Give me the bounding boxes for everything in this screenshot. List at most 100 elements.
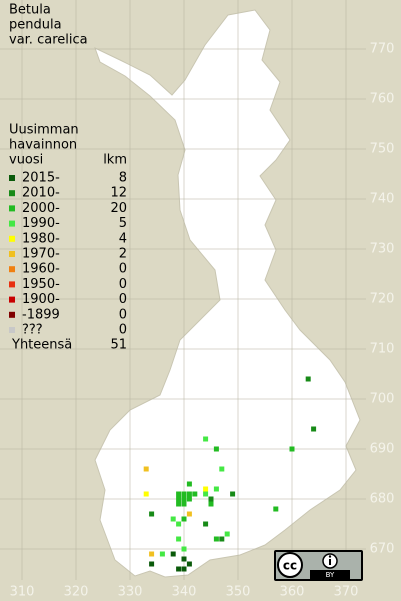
observation-square (149, 551, 155, 557)
x-tick-label: 320 (64, 585, 89, 600)
legend-count: 20 (110, 201, 127, 216)
title-line: Betula (9, 3, 51, 18)
observation-square (186, 481, 192, 487)
legend-swatch (9, 190, 15, 197)
legend-label: 1900- (22, 292, 60, 307)
observation-square (186, 561, 192, 567)
legend-count: 8 (119, 171, 127, 186)
observation-square (186, 496, 192, 502)
observation-square (311, 426, 317, 432)
legend-header: Uusimman (9, 123, 79, 138)
observation-square (170, 551, 176, 557)
legend-count: 0 (119, 307, 127, 322)
x-tick-label: 360 (280, 585, 305, 600)
observation-square (208, 501, 214, 507)
legend-header: vuosi (9, 153, 43, 168)
legend-swatch (9, 235, 15, 242)
observation-square (213, 446, 219, 452)
observation-square (219, 536, 225, 542)
legend-swatch (9, 311, 15, 318)
y-tick-label: 710 (370, 342, 395, 357)
observation-square (176, 496, 182, 502)
observation-square (149, 561, 155, 567)
observation-square (289, 446, 295, 452)
y-tick-label: 760 (370, 92, 395, 107)
legend-count: 0 (119, 292, 127, 307)
observation-square (181, 501, 187, 507)
legend-label: 1990- (22, 216, 60, 231)
observation-square (170, 516, 176, 522)
legend-label: -1899 (22, 307, 60, 322)
legend-swatch (9, 327, 15, 333)
y-tick-label: 770 (370, 42, 395, 57)
legend-swatch (9, 296, 15, 303)
cc-circle (277, 552, 303, 578)
y-tick-label: 700 (370, 392, 395, 407)
observation-square (192, 491, 198, 497)
observation-square (181, 566, 187, 572)
legend-swatch (9, 220, 15, 227)
observation-square (181, 516, 187, 522)
by-figure (329, 559, 331, 565)
observation-square (181, 546, 187, 552)
observation-square (208, 496, 214, 502)
legend-count: 0 (119, 262, 127, 277)
y-tick-label: 690 (370, 442, 395, 457)
observation-square (181, 556, 187, 562)
legend-count: 12 (110, 186, 127, 201)
x-tick-label: 370 (334, 585, 359, 600)
finland-outline (94, 9, 361, 578)
legend-label: 1980- (22, 231, 60, 246)
legend-swatch (9, 251, 15, 257)
y-tick-label: 730 (370, 242, 395, 257)
observation-square (176, 536, 182, 542)
labels: 310 320 330 340 350 360 370 670 680 690 700 710 720 7… (9, 3, 394, 600)
by-head (328, 555, 332, 558)
legend-label: 1950- (22, 277, 60, 292)
legend-label: 1970- (22, 247, 60, 262)
observation-square (219, 466, 225, 472)
y-tick-label: 740 (370, 192, 395, 207)
observation-square (230, 491, 236, 497)
legend-count: 0 (119, 277, 127, 292)
observation-square (176, 566, 182, 572)
by-text: BY (326, 571, 335, 579)
observation-square (186, 491, 192, 497)
y-tick-label: 670 (370, 542, 395, 557)
legend-count: 5 (119, 216, 127, 231)
observation-square (203, 486, 209, 492)
legend-label: 2010- (22, 186, 60, 201)
legend-swatch (9, 266, 15, 273)
x-tick-label: 350 (226, 585, 251, 600)
observation-square (149, 511, 155, 517)
y-tick-label: 720 (370, 292, 395, 307)
observation-square (305, 376, 311, 382)
by-strip (310, 570, 350, 579)
x-tick-label: 340 (172, 585, 197, 600)
observation-square (143, 466, 149, 472)
legend-total-label: Yhteensä (11, 338, 72, 353)
observation-square (176, 491, 182, 497)
observation-square (273, 506, 279, 512)
observation-square (213, 486, 219, 492)
observation-square (143, 491, 149, 497)
y-tick-label: 680 (370, 492, 395, 507)
x-tick-label: 330 (118, 585, 143, 600)
legend-count: 4 (119, 231, 127, 246)
observation-square (224, 531, 230, 537)
legend-count: 0 (119, 323, 127, 338)
observation-square (159, 551, 165, 557)
observation-square (203, 436, 209, 442)
observation-square (181, 496, 187, 502)
observation-square (176, 501, 182, 507)
observation-square (213, 536, 219, 542)
cc-text: cc (283, 559, 297, 573)
legend-label: 2000- (22, 201, 60, 216)
legend-label: 2015- (22, 171, 60, 186)
observation-square (176, 521, 182, 527)
legend-swatch (9, 175, 15, 181)
legend-count-header: lkm (103, 153, 127, 168)
legend-swatch (9, 281, 15, 288)
legend-label: ??? (22, 323, 43, 338)
legend-swatch (9, 205, 15, 212)
